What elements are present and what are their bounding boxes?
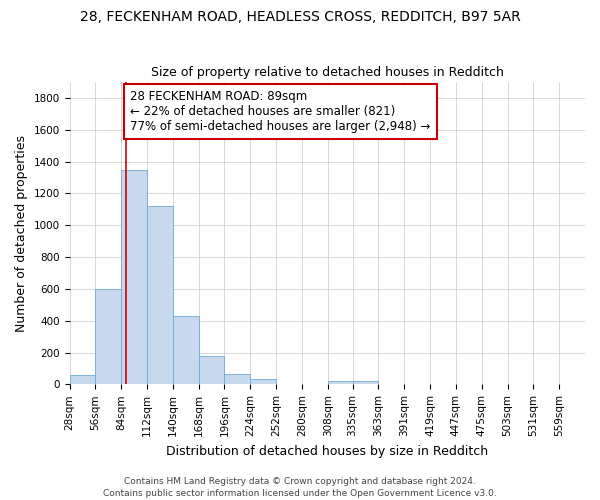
- Bar: [70, 375, 95, 384]
- Bar: [173, 316, 199, 384]
- Bar: [95, 289, 121, 384]
- Bar: [328, 381, 353, 384]
- Title: Size of property relative to detached houses in Redditch: Size of property relative to detached ho…: [151, 66, 504, 80]
- Bar: [121, 170, 147, 384]
- X-axis label: Distribution of detached houses by size in Redditch: Distribution of detached houses by size …: [166, 444, 488, 458]
- Y-axis label: Number of detached properties: Number of detached properties: [15, 134, 28, 332]
- Bar: [250, 379, 276, 384]
- Text: Contains HM Land Registry data © Crown copyright and database right 2024.
Contai: Contains HM Land Registry data © Crown c…: [103, 476, 497, 498]
- Text: 28 FECKENHAM ROAD: 89sqm
← 22% of detached houses are smaller (821)
77% of semi-: 28 FECKENHAM ROAD: 89sqm ← 22% of detach…: [130, 90, 431, 133]
- Bar: [147, 206, 173, 384]
- Bar: [199, 356, 224, 384]
- Bar: [224, 374, 250, 384]
- Text: 28, FECKENHAM ROAD, HEADLESS CROSS, REDDITCH, B97 5AR: 28, FECKENHAM ROAD, HEADLESS CROSS, REDD…: [80, 10, 520, 24]
- Bar: [353, 381, 379, 384]
